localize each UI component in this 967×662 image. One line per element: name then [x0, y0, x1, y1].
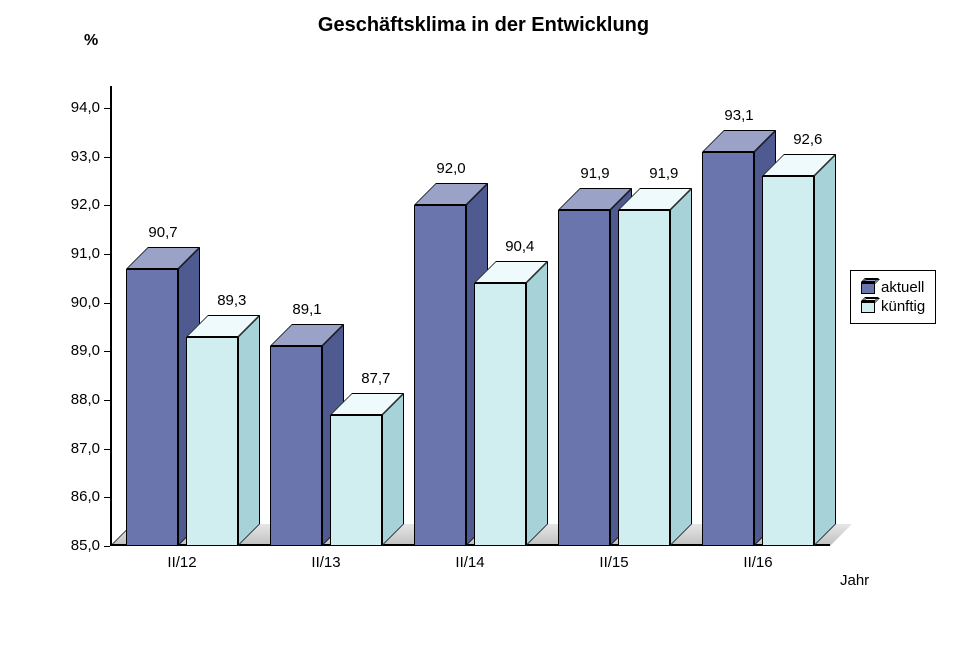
x-tick-label: II/13	[311, 554, 340, 571]
y-tick-mark	[104, 303, 110, 304]
legend: aktuell künftig	[850, 270, 936, 324]
bar	[186, 315, 238, 546]
legend-label: aktuell	[881, 279, 924, 296]
bar	[474, 261, 526, 546]
y-tick-mark	[104, 157, 110, 158]
data-label: 91,9	[580, 165, 609, 182]
data-label: 89,3	[217, 292, 246, 309]
y-tick-mark	[104, 546, 110, 547]
y-tick-mark	[104, 497, 110, 498]
bar	[270, 324, 322, 546]
x-tick-label: II/16	[743, 554, 772, 571]
data-label: 91,9	[649, 165, 678, 182]
legend-swatch	[861, 301, 875, 313]
data-label: 90,7	[148, 224, 177, 241]
data-label: 93,1	[724, 107, 753, 124]
y-axis-line	[110, 86, 112, 546]
x-tick-label: II/15	[599, 554, 628, 571]
y-tick-mark	[104, 449, 110, 450]
x-tick-label: II/14	[455, 554, 484, 571]
x-axis-title: Jahr	[840, 572, 869, 589]
bar	[618, 188, 670, 546]
bar	[702, 130, 754, 546]
legend-item: künftig	[861, 298, 925, 315]
y-tick-mark	[104, 205, 110, 206]
legend-swatch	[861, 282, 875, 294]
y-tick-mark	[104, 400, 110, 401]
bar	[762, 154, 814, 546]
data-label: 92,6	[793, 131, 822, 148]
data-label: 90,4	[505, 238, 534, 255]
y-tick-mark	[104, 108, 110, 109]
legend-label: künftig	[881, 298, 925, 315]
data-label: 89,1	[292, 301, 321, 318]
x-tick-label: II/12	[167, 554, 196, 571]
y-axis-title: %	[84, 32, 98, 50]
y-tick-mark	[104, 351, 110, 352]
data-label: 87,7	[361, 370, 390, 387]
chart-title: Geschäftsklima in der Entwicklung	[0, 14, 967, 37]
bar	[330, 393, 382, 546]
plot-area: 85,086,087,088,089,090,091,092,093,094,0…	[110, 86, 830, 546]
data-label: 92,0	[436, 160, 465, 177]
y-tick-mark	[104, 254, 110, 255]
legend-item: aktuell	[861, 279, 925, 296]
bar	[126, 247, 178, 546]
bar	[558, 188, 610, 546]
bar	[414, 183, 466, 546]
